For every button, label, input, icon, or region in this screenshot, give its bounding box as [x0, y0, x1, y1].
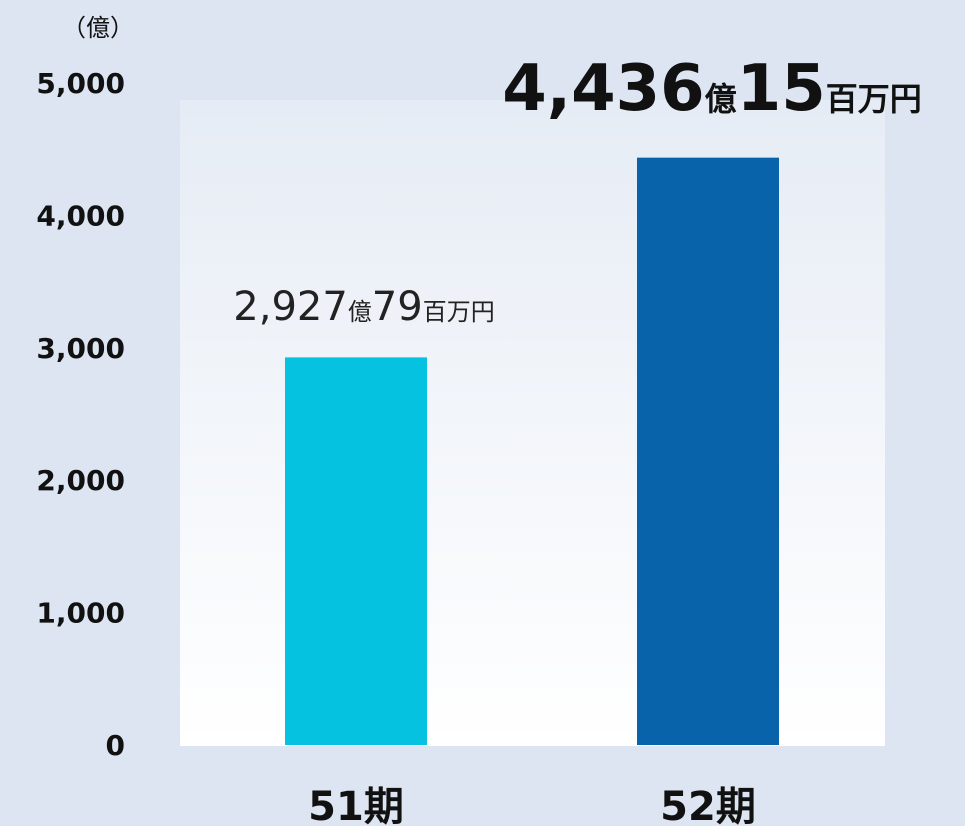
bar-value-label: 2,927億79百万円 — [233, 284, 494, 330]
y-axis-unit-label: （億） — [62, 14, 134, 42]
y-tick-label: 1,000 — [36, 597, 125, 630]
value-unit: 百万円 — [826, 80, 922, 118]
value-number: 2,927 — [233, 284, 348, 330]
value-number: 79 — [372, 284, 423, 330]
x-axis-categories: 51期 52期 — [308, 784, 756, 826]
y-tick-label: 3,000 — [36, 332, 125, 365]
y-tick-label: 2,000 — [36, 464, 125, 497]
x-category-label: 52期 — [660, 784, 756, 826]
bars — [285, 157, 779, 745]
y-tick-label: 5,000 — [36, 67, 125, 100]
y-axis-ticks: 0 1,000 2,000 3,000 4,000 5,000 — [36, 67, 125, 762]
value-number: 4,436 — [502, 52, 704, 126]
bar — [637, 157, 779, 745]
y-tick-label: 0 — [106, 729, 125, 762]
x-category-label: 51期 — [308, 784, 404, 826]
value-unit: 億 — [705, 80, 737, 118]
y-tick-label: 4,000 — [36, 199, 125, 232]
value-number: 15 — [737, 52, 826, 126]
value-unit: 百万円 — [423, 298, 495, 326]
bar — [285, 357, 427, 745]
value-unit: 億 — [348, 298, 372, 326]
bar-value-label: 4,436億15百万円 — [502, 52, 922, 126]
